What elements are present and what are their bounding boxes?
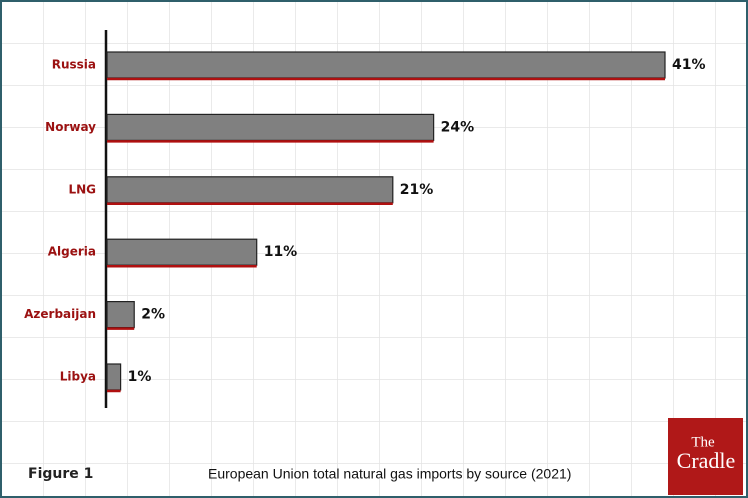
bar bbox=[106, 113, 435, 142]
value-label: 11% bbox=[264, 244, 298, 260]
bar bbox=[106, 363, 122, 391]
value-label: 21% bbox=[400, 182, 434, 198]
figure-label: Figure 1 bbox=[28, 466, 93, 482]
bar bbox=[106, 176, 394, 204]
value-label: 2% bbox=[141, 307, 165, 323]
category-label: Libya bbox=[60, 370, 96, 384]
value-label: 41% bbox=[672, 57, 706, 73]
category-label: Norway bbox=[45, 120, 96, 134]
bar bbox=[106, 238, 258, 266]
category-label: Algeria bbox=[48, 245, 96, 259]
value-label: 1% bbox=[128, 369, 152, 385]
category-label: Azerbaijan bbox=[24, 307, 96, 321]
logo-box bbox=[668, 418, 743, 495]
logo-text: The bbox=[691, 434, 715, 450]
category-label: LNG bbox=[68, 182, 96, 196]
bar bbox=[106, 301, 135, 329]
logo-text: Cradle bbox=[677, 448, 736, 473]
value-label: 24% bbox=[441, 119, 475, 135]
bar bbox=[106, 51, 666, 79]
caption: European Union total natural gas imports… bbox=[208, 466, 571, 482]
category-label: Russia bbox=[52, 58, 96, 72]
